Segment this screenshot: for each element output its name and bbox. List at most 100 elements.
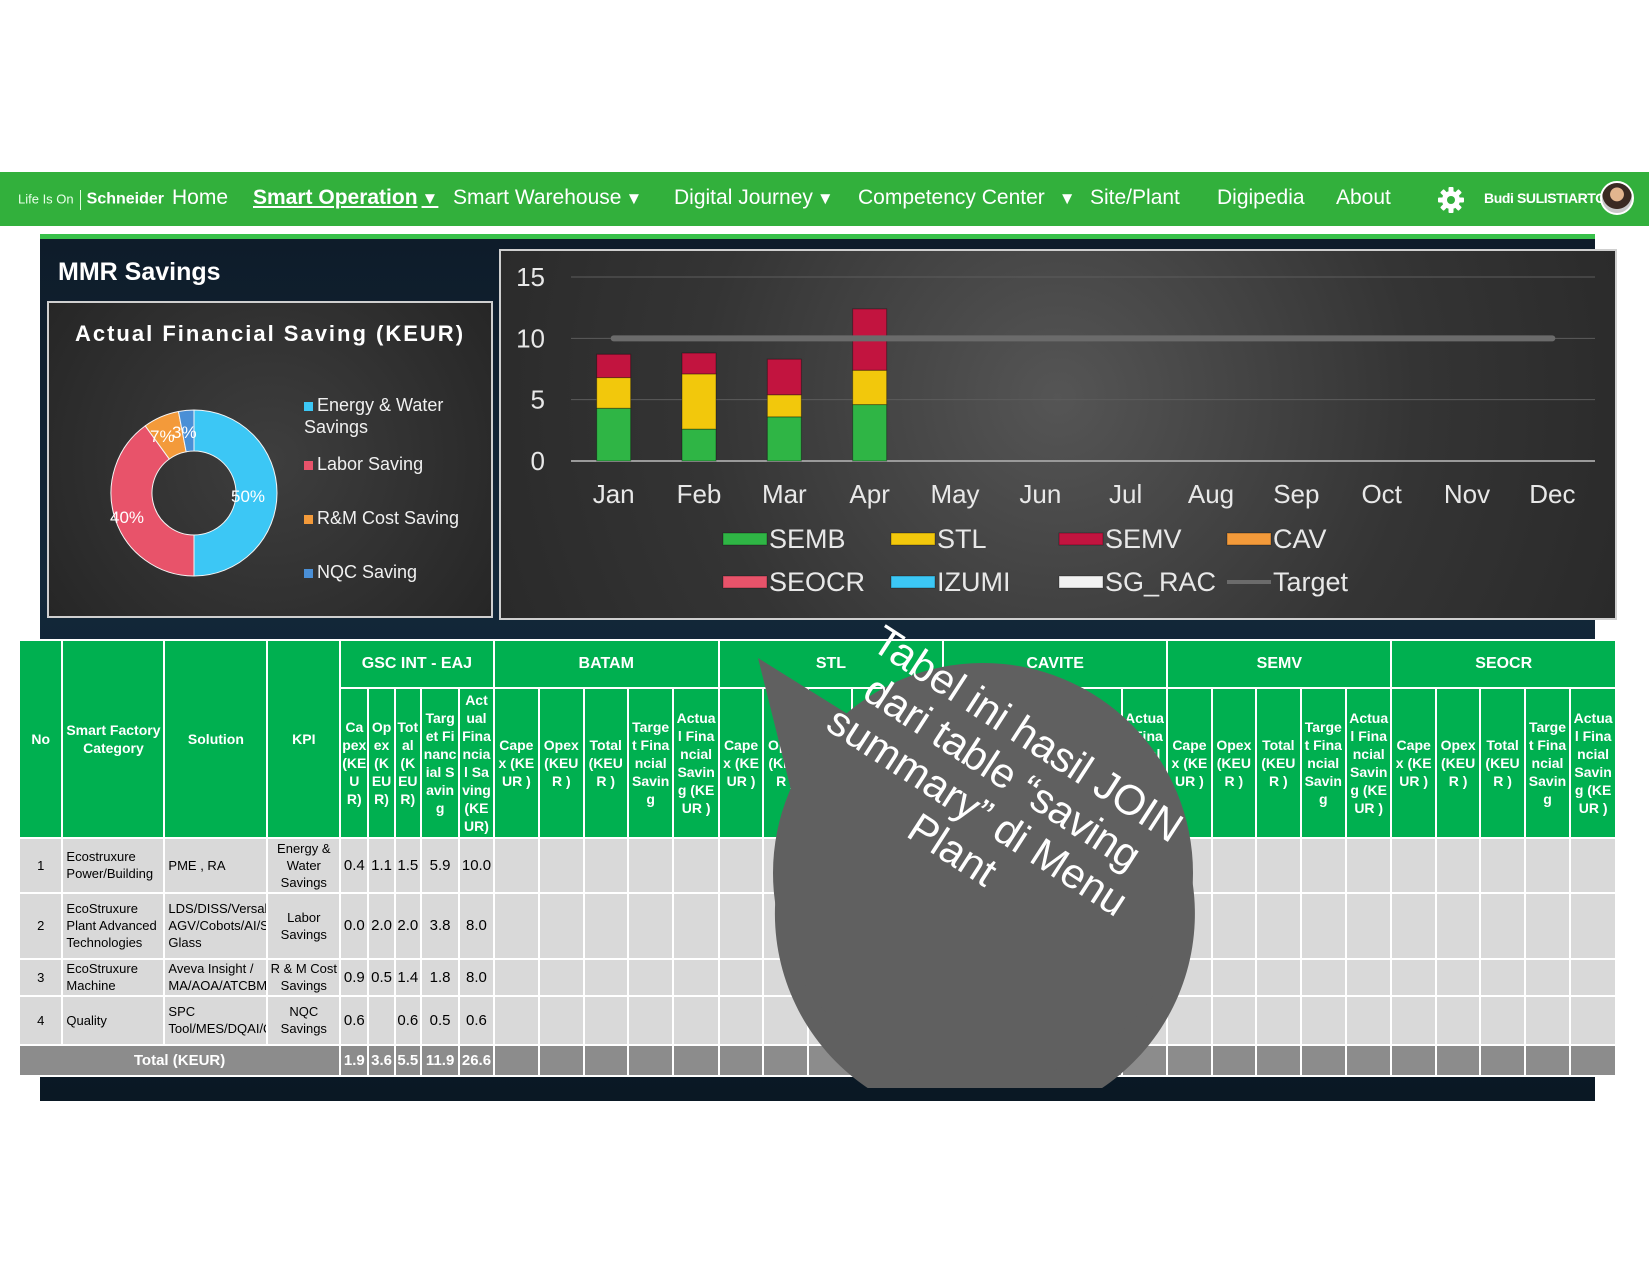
- empty-cell: [1344, 994, 1393, 1047]
- empty-cell: [1255, 837, 1302, 894]
- brand-divider: [79, 190, 81, 210]
- gear-icon[interactable]: [1436, 185, 1466, 215]
- empty-cell: [1479, 994, 1526, 1047]
- legend-label: SEOCR: [769, 567, 865, 597]
- empty-cell: [538, 837, 585, 894]
- nav-home[interactable]: Home: [172, 186, 229, 209]
- nav-about[interactable]: About: [1336, 186, 1391, 209]
- row-kpi: Energy & Water Savings: [266, 837, 342, 894]
- user-name[interactable]: Budi SULISTIARTO: [1484, 190, 1606, 206]
- bar-segment: [852, 369, 888, 406]
- col-header-solution: Solution: [163, 639, 269, 839]
- value-cell: 1.1: [367, 837, 396, 894]
- empty-cell: [582, 891, 629, 960]
- legend-swatch: [304, 401, 313, 411]
- row-number: 3: [17, 957, 64, 997]
- brand-tagline: Life Is On: [18, 191, 74, 207]
- nav-site-plant[interactable]: Site/Plant: [1090, 186, 1180, 209]
- nav-digipedia[interactable]: Digipedia: [1217, 186, 1305, 209]
- bar-segment: [766, 358, 802, 396]
- donut-slice: [193, 409, 278, 577]
- stacked-bar-chart: 0 5 10 15 Jan Feb Mar Apr May Jun Jul Aug Sep Oct Nov D…: [516, 262, 1595, 597]
- value-cell: 0.6: [458, 994, 495, 1047]
- schneider-logo: Schneider: [86, 190, 164, 208]
- empty-cell: [672, 1044, 720, 1077]
- empty-cell: [1390, 994, 1437, 1047]
- value-cell: 8.0: [458, 891, 495, 960]
- nav-smart-warehouse[interactable]: Smart Warehouse ▼: [453, 186, 643, 209]
- col-subheader: Capex (KEUR ): [1390, 687, 1437, 839]
- col-subheader: Actual Financial Saving (KEUR ): [1344, 687, 1393, 839]
- x-tick-label: Oct: [1361, 479, 1402, 509]
- empty-cell: [626, 994, 675, 1047]
- legend-label: R&M Cost Saving: [317, 508, 460, 528]
- bar-segment: [681, 428, 717, 462]
- legend-swatch: [304, 514, 313, 524]
- empty-cell: [582, 1044, 629, 1077]
- col-subheader: Actual Financial Saving (KEUR): [458, 687, 495, 839]
- donut-legend-item: Labor Saving: [304, 453, 423, 475]
- legend-label: SEMV: [1105, 524, 1182, 554]
- empty-cell: [1390, 837, 1437, 894]
- donut-slice: [110, 425, 195, 577]
- empty-cell: [538, 891, 585, 960]
- empty-cell: [717, 957, 765, 997]
- col-subheader: Opex (KEUR ): [1434, 687, 1482, 839]
- value-cell: 0.6: [393, 994, 422, 1047]
- col-subheader: Target Financial Saving: [626, 687, 675, 839]
- bar-segment: [596, 377, 632, 409]
- value-cell: 5.9: [419, 837, 461, 894]
- nav-smart-operation[interactable]: Smart Operation ▼: [253, 186, 439, 209]
- empty-cell: [1299, 891, 1347, 960]
- row-kpi: NQC Savings: [266, 994, 342, 1047]
- row-solution: LDS/DISS/Versality AGV/Cobots/AI/Smart G…: [163, 891, 269, 960]
- empty-cell: [1255, 891, 1302, 960]
- brand[interactable]: Life Is On Schneider: [18, 190, 164, 210]
- nav-competency-center[interactable]: Competency Center ▼: [858, 186, 1076, 209]
- donut-value-label: 40%: [110, 508, 145, 527]
- empty-cell: [1344, 891, 1393, 960]
- nav-digital-journey[interactable]: Digital Journey ▼: [674, 186, 834, 209]
- empty-cell: [1390, 957, 1437, 997]
- empty-cell: [1569, 891, 1617, 960]
- empty-cell: [1523, 994, 1572, 1047]
- donut-chart: [110, 409, 278, 577]
- empty-cell: [672, 994, 720, 1047]
- value-cell: 0.4: [339, 837, 370, 894]
- legend-label: Energy & Water Savings: [304, 395, 444, 437]
- col-subheader: Opex (KEUR ): [538, 687, 585, 839]
- value-cell: 0.6: [339, 994, 370, 1047]
- row-category: EcoStruxure Plant Advanced Technologies: [61, 891, 166, 960]
- x-tick-label: Sep: [1273, 479, 1319, 509]
- legend-swatch: [1058, 575, 1104, 589]
- col-subheader: Capex (KEUR ): [717, 687, 765, 839]
- empty-cell: [1255, 1044, 1302, 1077]
- y-tick-label: 15: [516, 262, 545, 292]
- donut-value-label: 3%: [172, 423, 197, 442]
- col-subheader: Actual Financial Saving (KEUR ): [1569, 687, 1617, 839]
- col-subheader: Target Financial Saving: [419, 687, 461, 839]
- empty-cell: [582, 837, 629, 894]
- x-tick-label: Jun: [1019, 479, 1061, 509]
- empty-cell: [1390, 891, 1437, 960]
- empty-cell: [1390, 1044, 1437, 1077]
- empty-cell: [1166, 1044, 1213, 1077]
- col-subheader: Total (KEUR ): [582, 687, 629, 839]
- value-cell: 0.5: [419, 994, 461, 1047]
- empty-cell: [1210, 957, 1258, 997]
- empty-cell: [538, 994, 585, 1047]
- legend-swatch: [304, 460, 313, 470]
- bar-segment: [681, 373, 717, 430]
- avatar[interactable]: [1600, 181, 1634, 215]
- col-subheader: Opex (KEUR ): [1210, 687, 1258, 839]
- legend-label: Target: [1273, 567, 1349, 597]
- value-cell: [367, 994, 396, 1047]
- value-cell: 10.0: [458, 837, 495, 894]
- legend-label: IZUMI: [937, 567, 1011, 597]
- value-cell: 2.0: [367, 891, 396, 960]
- x-tick-label: Mar: [762, 479, 807, 509]
- group-header-semv: SEMV: [1166, 639, 1393, 689]
- donut-legend-item: R&M Cost Saving: [304, 507, 459, 529]
- empty-cell: [1434, 891, 1482, 960]
- empty-cell: [626, 891, 675, 960]
